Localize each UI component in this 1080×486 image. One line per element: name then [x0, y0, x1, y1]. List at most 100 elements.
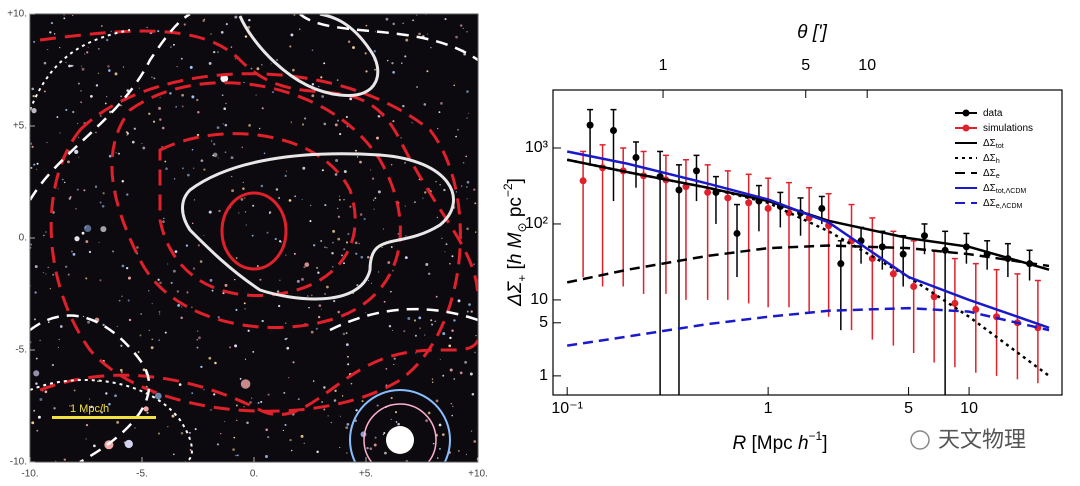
star [249, 401, 252, 404]
star [139, 334, 142, 337]
point [675, 186, 683, 194]
star [308, 306, 310, 309]
scale-bar-label: 1 Mpc/h [70, 403, 109, 415]
legend-label: ΔΣh [983, 153, 1000, 166]
x-tick-label: 0. [250, 469, 258, 480]
star [178, 383, 182, 386]
star [200, 159, 204, 162]
star [416, 86, 418, 88]
star [151, 76, 153, 78]
star [267, 435, 270, 439]
star [235, 308, 238, 312]
star [181, 167, 184, 170]
star [88, 250, 92, 254]
star [339, 415, 341, 417]
star [183, 23, 186, 26]
star [90, 405, 93, 409]
x-axis-label: R [Mpc h−1] [732, 429, 827, 454]
star [286, 337, 288, 340]
star [466, 310, 469, 313]
star [349, 97, 353, 101]
star [330, 421, 333, 424]
contour [30, 314, 151, 462]
y-tick-label: 10 [530, 291, 548, 308]
point [704, 188, 712, 196]
star [172, 269, 176, 273]
star [47, 266, 49, 269]
star [261, 107, 264, 110]
star [431, 323, 434, 326]
point [951, 299, 959, 307]
point [941, 246, 949, 254]
star [107, 65, 110, 68]
star [334, 173, 338, 176]
star [192, 267, 196, 270]
star [263, 152, 266, 155]
star [250, 397, 253, 399]
star [244, 358, 247, 360]
star [81, 65, 83, 67]
star [148, 290, 150, 292]
star [234, 58, 236, 60]
star [30, 243, 33, 246]
star [102, 192, 105, 195]
star [413, 319, 417, 322]
star [286, 170, 288, 172]
star [339, 447, 341, 449]
star [331, 241, 334, 244]
star [400, 137, 402, 139]
star [301, 123, 305, 126]
star [386, 59, 389, 62]
star [121, 295, 123, 298]
star [373, 199, 375, 201]
star [37, 415, 41, 419]
star [49, 31, 52, 34]
star [197, 111, 200, 114]
star [343, 262, 345, 265]
star [286, 346, 290, 350]
star [278, 197, 281, 199]
star [356, 284, 359, 287]
star [392, 71, 395, 74]
star [260, 184, 264, 188]
star [366, 446, 369, 450]
star [94, 185, 98, 188]
x-axis-label-part: −1 [809, 429, 823, 443]
star [416, 14, 418, 16]
legend-marker [962, 124, 970, 132]
star [134, 427, 136, 429]
star [259, 278, 262, 281]
star [299, 28, 301, 31]
legend-label: ΔΣtot [983, 138, 1004, 151]
star [63, 17, 66, 20]
star [33, 318, 36, 321]
y-axis-label: ΔΣ+ [h M⊙ pc−2] [501, 178, 529, 307]
star [418, 316, 422, 320]
star [355, 409, 358, 412]
y-tick-label: -10. [10, 457, 27, 468]
watermark: 天文物理 [938, 427, 1026, 452]
star [146, 411, 149, 414]
star [373, 50, 376, 53]
legend-name: ΔΣ [983, 153, 996, 164]
star [391, 329, 393, 331]
star [82, 315, 85, 318]
star [45, 273, 47, 275]
star [271, 91, 275, 94]
star [382, 433, 385, 436]
star [222, 123, 224, 125]
star [346, 355, 349, 358]
star [211, 140, 213, 142]
star [217, 316, 220, 319]
star [369, 447, 373, 451]
star [59, 132, 61, 134]
star [161, 146, 163, 148]
star [100, 411, 104, 414]
star [83, 189, 86, 192]
star [296, 279, 300, 283]
star [390, 164, 393, 166]
star [97, 47, 100, 50]
star [403, 330, 406, 333]
star [393, 363, 395, 365]
